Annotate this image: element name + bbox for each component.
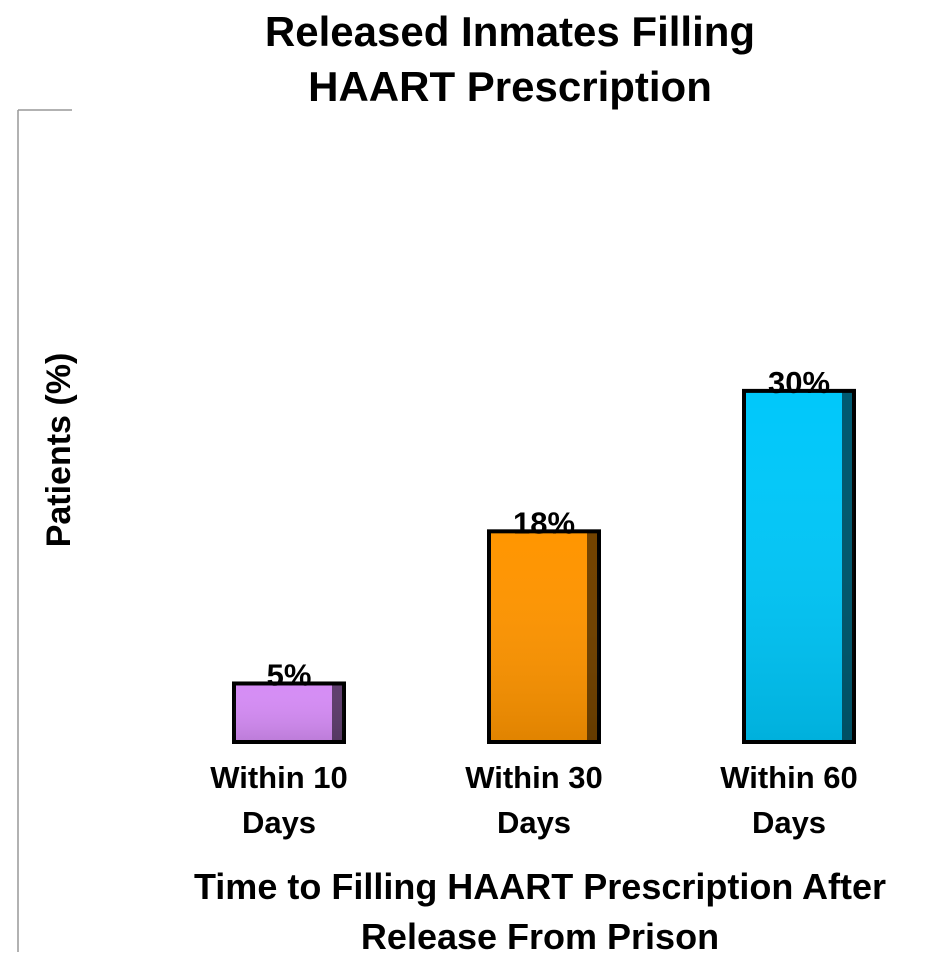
bar-side <box>587 531 597 742</box>
x-tick-label: Within 30 Days <box>465 760 603 840</box>
bar-shade <box>489 531 599 742</box>
bar-shade <box>234 683 344 742</box>
value-label: 30% <box>768 365 830 400</box>
chart-title: Released Inmates Filling HAART Prescript… <box>264 8 756 110</box>
value-label: 5% <box>267 657 312 692</box>
x-tick-label: Within 10 Days <box>210 760 348 840</box>
x-tick-label: Within 60 Days <box>720 760 858 840</box>
bar-shade <box>744 390 854 742</box>
bar-side <box>842 390 852 742</box>
bar-side <box>332 683 342 742</box>
x-axis-label: Time to Filling HAART Prescription After… <box>193 866 887 957</box>
value-label: 18% <box>513 505 575 540</box>
